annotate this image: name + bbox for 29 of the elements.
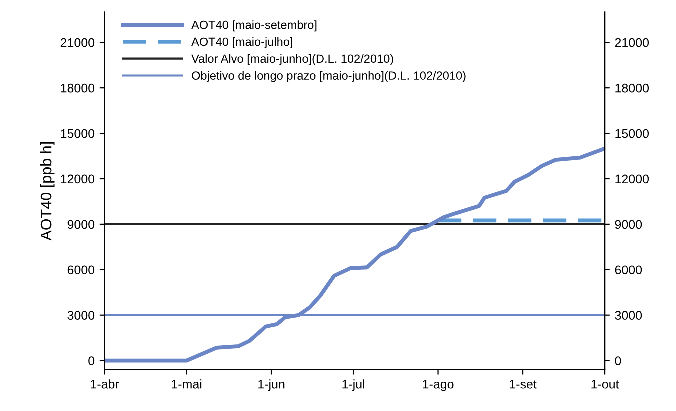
y-tick-label: 12000 <box>61 174 95 184</box>
y-tick-label: 15000 <box>61 129 95 138</box>
y-tick-label: 9000 <box>68 220 95 230</box>
x-tick-label: 1-set <box>510 380 537 389</box>
x-tick-label: 1-jul <box>342 380 365 392</box>
legend-label: AOT40 [maio-julho] <box>192 38 292 49</box>
y-axis-title: AOT40 [ppb h] <box>40 142 55 241</box>
y2-tick-label: 18000 <box>616 84 650 93</box>
y-tick-label: 3000 <box>68 311 95 320</box>
y2-tick-label: 0 <box>615 356 622 366</box>
x-tick-label: 1-ago <box>423 380 454 392</box>
legend-label: Valor Alvo [maio-junho](D.L. 102/2010) <box>192 54 394 66</box>
y2-tick-label: 9000 <box>615 220 642 230</box>
y2-tick-label: 15000 <box>616 129 650 138</box>
x-tick-label: 1-out <box>592 380 620 389</box>
y-tick-label: 0 <box>88 356 95 366</box>
y2-tick-label: 12000 <box>616 174 650 184</box>
y2-tick-label: 21000 <box>615 38 650 48</box>
legend-label: AOT40 [maio-setembro] <box>192 20 317 32</box>
line-series <box>104 146 606 363</box>
y2-tick-label: 6000 <box>615 266 642 275</box>
y2-tick-label: 3000 <box>615 311 642 320</box>
x-tick-label: 1-jun <box>258 380 285 392</box>
legend-label: Objetivo de longo prazo [maio-junho](D.L. 102/2010) <box>192 71 466 82</box>
y-tick-label: 18000 <box>61 84 95 93</box>
y-tick-label: 6000 <box>68 266 95 275</box>
x-tick-label: 1-mai <box>172 380 202 389</box>
x-tick-label: 1-abr <box>91 380 120 389</box>
y-tick-label: 21000 <box>60 38 95 48</box>
